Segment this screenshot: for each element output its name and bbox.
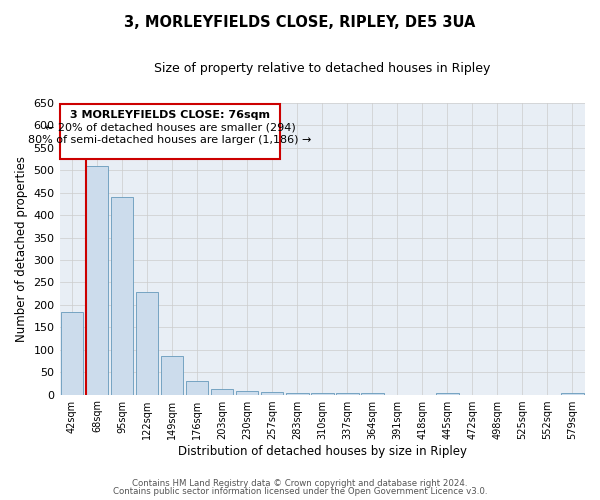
Bar: [86, 166, 109, 394]
Bar: [236, 391, 259, 394]
Title: Size of property relative to detached houses in Ripley: Size of property relative to detached ho…: [154, 62, 490, 76]
Bar: [211, 389, 233, 394]
Bar: [436, 393, 458, 394]
Bar: [561, 393, 584, 394]
Text: Contains HM Land Registry data © Crown copyright and database right 2024.: Contains HM Land Registry data © Crown c…: [132, 478, 468, 488]
Bar: [136, 292, 158, 394]
FancyBboxPatch shape: [60, 104, 280, 159]
Bar: [336, 393, 359, 394]
Bar: [286, 393, 308, 394]
Bar: [61, 312, 83, 394]
Y-axis label: Number of detached properties: Number of detached properties: [15, 156, 28, 342]
Text: 3 MORLEYFIELDS CLOSE: 76sqm: 3 MORLEYFIELDS CLOSE: 76sqm: [70, 110, 270, 120]
Text: ← 20% of detached houses are smaller (294): ← 20% of detached houses are smaller (29…: [44, 122, 295, 132]
Bar: [311, 393, 334, 394]
Bar: [161, 356, 184, 395]
X-axis label: Distribution of detached houses by size in Ripley: Distribution of detached houses by size …: [178, 444, 467, 458]
Bar: [186, 381, 208, 394]
Text: Contains public sector information licensed under the Open Government Licence v3: Contains public sector information licen…: [113, 487, 487, 496]
Bar: [111, 197, 133, 394]
Text: 3, MORLEYFIELDS CLOSE, RIPLEY, DE5 3UA: 3, MORLEYFIELDS CLOSE, RIPLEY, DE5 3UA: [124, 15, 476, 30]
Bar: [361, 393, 383, 394]
Bar: [261, 392, 283, 394]
Text: 80% of semi-detached houses are larger (1,186) →: 80% of semi-detached houses are larger (…: [28, 136, 311, 145]
